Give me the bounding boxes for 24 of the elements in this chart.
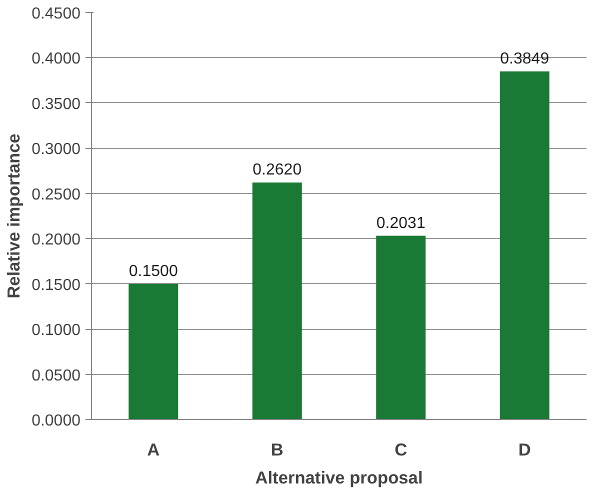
data-label: 0.3849: [500, 50, 550, 68]
y-tick-label: 0.4500: [32, 6, 81, 22]
x-tick-label: A: [147, 440, 160, 460]
bar: [128, 284, 178, 420]
y-tick-label: 0.0000: [32, 412, 81, 430]
y-tick-label: 0.1500: [32, 276, 81, 294]
x-axis-title: Alternative proposal: [255, 468, 423, 488]
x-tick-label: D: [518, 440, 531, 460]
y-tick-label: 0.1000: [32, 322, 81, 340]
y-tick-label: 0.4000: [32, 50, 81, 68]
y-axis-title: Relative importance: [4, 133, 24, 298]
data-label: 0.2031: [376, 214, 426, 232]
y-tick-label: 0.2000: [32, 232, 81, 249]
bar: [376, 236, 426, 420]
y-tick-label: 0.0500: [32, 367, 81, 384]
x-tick-label: C: [394, 440, 408, 460]
y-tick-label: 0.3500: [32, 96, 81, 113]
data-label: 0.1500: [128, 262, 178, 280]
y-tick-label: 0.2500: [32, 186, 81, 204]
bar: [252, 182, 302, 420]
y-tick-label: 0.3000: [32, 141, 81, 158]
bar: [500, 71, 550, 420]
x-tick-label: B: [270, 440, 284, 460]
data-label: 0.2620: [252, 162, 302, 179]
